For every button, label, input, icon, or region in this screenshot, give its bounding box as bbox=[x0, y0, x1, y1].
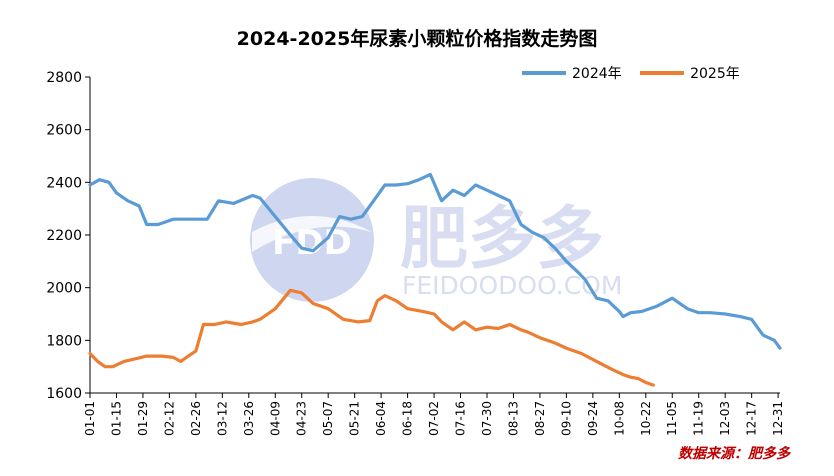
x-tick-label: 09-24 bbox=[586, 401, 600, 436]
x-tick-label: 04-09 bbox=[268, 401, 282, 436]
y-tick-label: 2200 bbox=[46, 228, 82, 244]
x-tick-label: 01-29 bbox=[136, 401, 150, 436]
y-tick-label: 2400 bbox=[46, 175, 82, 191]
x-tick-label: 05-07 bbox=[321, 401, 335, 436]
x-tick-label: 02-26 bbox=[189, 401, 203, 436]
legend-swatch-2024 bbox=[522, 71, 566, 75]
y-tick-label: 2800 bbox=[46, 70, 82, 86]
x-tick-label: 01-01 bbox=[83, 401, 97, 436]
legend-swatch-2025 bbox=[640, 71, 685, 75]
x-tick-label: 09-10 bbox=[559, 401, 573, 436]
x-tick-label: 06-04 bbox=[374, 401, 388, 436]
x-tick-label: 06-18 bbox=[401, 401, 415, 436]
series-line-2025年 bbox=[88, 288, 655, 387]
legend-item-2025: 2025年 bbox=[640, 63, 740, 83]
x-tick-label: 04-23 bbox=[295, 401, 309, 436]
x-tick-label: 02-12 bbox=[162, 401, 176, 436]
x-tick-label: 11-05 bbox=[665, 401, 679, 436]
x-tick-label: 12-03 bbox=[718, 401, 732, 436]
series-line-2024年 bbox=[88, 172, 782, 350]
x-tick-label: 10-22 bbox=[639, 401, 653, 436]
x-tick-label: 10-08 bbox=[612, 401, 626, 436]
legend-item-2024: 2024年 bbox=[522, 63, 622, 83]
x-tick-label: 03-26 bbox=[242, 401, 256, 436]
chart-title: 2024-2025年尿素小颗粒价格指数走势图 bbox=[236, 28, 598, 50]
series-group bbox=[88, 172, 782, 387]
x-tick-label: 12-17 bbox=[745, 401, 759, 436]
x-tick-label: 12-31 bbox=[771, 401, 785, 436]
watermark-logo-circle bbox=[250, 178, 374, 302]
y-tick-label: 1800 bbox=[46, 333, 82, 349]
source-note: 数据来源：肥多多 bbox=[678, 446, 790, 462]
x-tick-label: 07-02 bbox=[427, 401, 441, 436]
y-tick-label: 2000 bbox=[46, 281, 82, 297]
legend: 2024年 2025年 bbox=[522, 63, 754, 83]
y-tick-label: 2600 bbox=[46, 123, 82, 139]
x-tick-label: 11-19 bbox=[692, 401, 706, 436]
watermark-brand-en: FEIDOODOO.COM bbox=[402, 271, 622, 300]
x-tick-label: 07-30 bbox=[480, 401, 494, 436]
axes: 1600 1800 2000 2200 2400 2600 2800 01-01 01-15 01… bbox=[46, 70, 785, 436]
legend-label-2025: 2025年 bbox=[690, 66, 740, 82]
x-tick-label: 07-16 bbox=[454, 401, 468, 436]
x-tick-label: 08-13 bbox=[506, 401, 520, 436]
x-tick-label: 03-12 bbox=[215, 401, 229, 436]
x-tick-label: 05-21 bbox=[348, 401, 362, 436]
y-tick-label: 1600 bbox=[46, 386, 82, 402]
watermark: FDD 肥多多 FEIDOODOO.COM bbox=[250, 178, 622, 302]
x-tick-label: 08-27 bbox=[533, 401, 547, 436]
x-tick-label: 01-15 bbox=[109, 401, 123, 436]
legend-label-2024: 2024年 bbox=[572, 66, 622, 82]
